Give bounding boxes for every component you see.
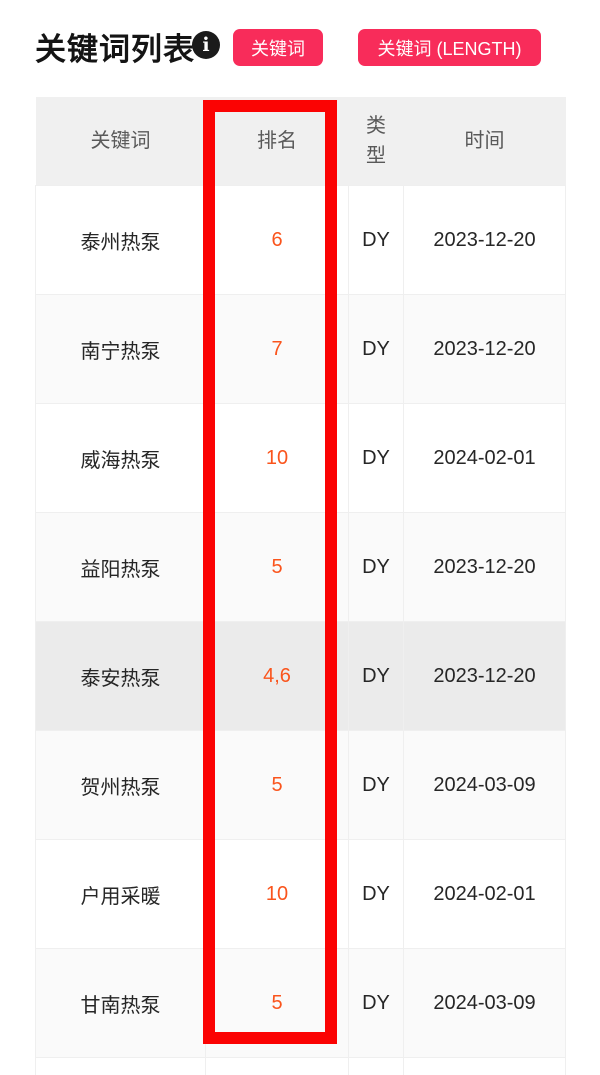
page-title: 关键词列表 xyxy=(35,24,195,69)
date-cell: 2023-12-20 xyxy=(404,513,566,622)
keyword-button[interactable]: 关键词 xyxy=(233,29,323,66)
column-header-type: 类型 xyxy=(349,97,404,186)
info-icon[interactable]: i xyxy=(192,31,220,59)
type-cell: DY xyxy=(349,186,404,295)
type-cell: DY xyxy=(349,622,404,731)
type-cell: DY xyxy=(349,731,404,840)
date-cell: 2023-12-20 xyxy=(404,622,566,731)
rank-cell: 5 xyxy=(206,949,349,1058)
table-row: 泰州热泵 6 DY 2023-12-20 xyxy=(36,186,566,295)
table-row: 甘南热泵 5 DY 2024-03-09 xyxy=(36,949,566,1058)
column-header-keyword: 关键词 xyxy=(36,97,206,186)
empty-cell xyxy=(404,1058,566,1075)
table-row-partial xyxy=(36,1058,566,1075)
rank-cell: 4,6 xyxy=(206,622,349,731)
info-icon-glyph: i xyxy=(202,34,209,56)
table-row: 贺州热泵 5 DY 2024-03-09 xyxy=(36,731,566,840)
table-row: 户用采暖 10 DY 2024-02-01 xyxy=(36,840,566,949)
type-cell: DY xyxy=(349,840,404,949)
keyword-length-button[interactable]: 关键词 (LENGTH) xyxy=(358,29,541,66)
type-cell: DY xyxy=(349,513,404,622)
date-cell: 2024-03-09 xyxy=(404,731,566,840)
table-row-highlighted: 泰安热泵 4,6 DY 2023-12-20 xyxy=(36,622,566,731)
rank-cell: 10 xyxy=(206,404,349,513)
date-cell: 2024-03-09 xyxy=(404,949,566,1058)
keyword-cell: 益阳热泵 xyxy=(36,513,206,622)
table-row: 南宁热泵 7 DY 2023-12-20 xyxy=(36,295,566,404)
keyword-cell: 威海热泵 xyxy=(36,404,206,513)
type-cell: DY xyxy=(349,404,404,513)
keyword-cell: 甘南热泵 xyxy=(36,949,206,1058)
date-cell: 2023-12-20 xyxy=(404,295,566,404)
keyword-cell: 户用采暖 xyxy=(36,840,206,949)
table-row: 威海热泵 10 DY 2024-02-01 xyxy=(36,404,566,513)
empty-cell xyxy=(36,1058,206,1075)
rank-cell: 5 xyxy=(206,513,349,622)
type-cell: DY xyxy=(349,295,404,404)
table-row: 益阳热泵 5 DY 2023-12-20 xyxy=(36,513,566,622)
table-header-row: 关键词 排名 类型 时间 xyxy=(36,97,566,186)
rank-cell: 5 xyxy=(206,731,349,840)
keyword-length-button-label: 关键词 (LENGTH) xyxy=(378,35,522,61)
page-header: 关键词列表 i 关键词 关键词 (LENGTH) xyxy=(0,0,600,97)
column-header-rank: 排名 xyxy=(206,97,349,186)
empty-cell xyxy=(349,1058,404,1075)
column-header-date: 时间 xyxy=(404,97,566,186)
keyword-cell: 泰州热泵 xyxy=(36,186,206,295)
keyword-cell: 南宁热泵 xyxy=(36,295,206,404)
rank-cell: 6 xyxy=(206,186,349,295)
rank-cell: 7 xyxy=(206,295,349,404)
keyword-cell: 泰安热泵 xyxy=(36,622,206,731)
date-cell: 2024-02-01 xyxy=(404,840,566,949)
date-cell: 2024-02-01 xyxy=(404,404,566,513)
date-cell: 2023-12-20 xyxy=(404,186,566,295)
empty-cell xyxy=(206,1058,349,1075)
rank-cell: 10 xyxy=(206,840,349,949)
type-cell: DY xyxy=(349,949,404,1058)
keyword-cell: 贺州热泵 xyxy=(36,731,206,840)
keyword-button-label: 关键词 xyxy=(251,35,305,61)
keyword-table: 关键词 排名 类型 时间 泰州热泵 6 DY 2023-12-20 南宁热泵 7… xyxy=(35,97,566,1075)
